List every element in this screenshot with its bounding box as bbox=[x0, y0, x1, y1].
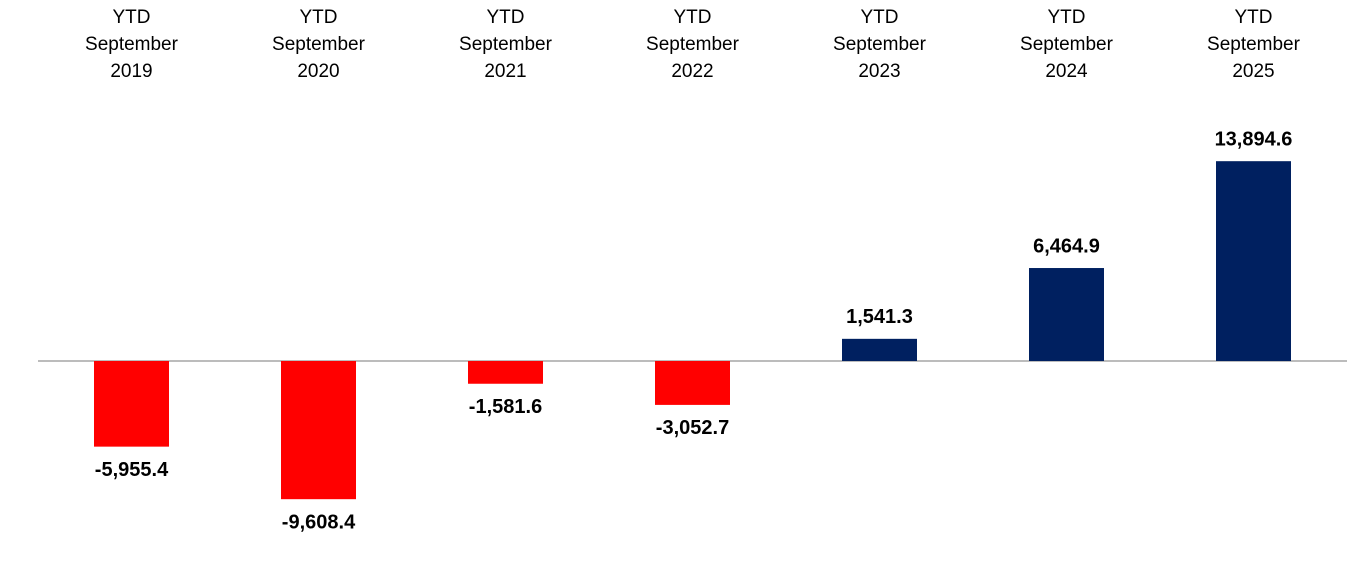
value-label: -9,608.4 bbox=[282, 511, 356, 533]
bar bbox=[94, 361, 169, 447]
bar bbox=[842, 338, 917, 361]
category-label: YTD September 2023 bbox=[833, 7, 926, 82]
bar bbox=[468, 361, 543, 384]
value-label: 13,894.6 bbox=[1215, 128, 1293, 150]
value-label: 6,464.9 bbox=[1033, 235, 1100, 257]
category-label: YTD September 2019 bbox=[85, 7, 178, 82]
category-label: YTD September 2020 bbox=[272, 7, 365, 82]
category-label: YTD September 2022 bbox=[646, 7, 739, 82]
value-label: -1,581.6 bbox=[469, 396, 542, 418]
value-label: -5,955.4 bbox=[95, 459, 169, 481]
bar bbox=[1029, 268, 1104, 361]
bar bbox=[281, 361, 356, 500]
bar bbox=[655, 361, 730, 405]
value-label: 1,541.3 bbox=[846, 306, 913, 328]
category-label: YTD September 2025 bbox=[1207, 7, 1300, 82]
bar bbox=[1216, 161, 1291, 361]
category-label: YTD September 2021 bbox=[459, 7, 552, 82]
value-label: -3,052.7 bbox=[656, 417, 729, 439]
category-label: YTD September 2024 bbox=[1020, 7, 1113, 82]
